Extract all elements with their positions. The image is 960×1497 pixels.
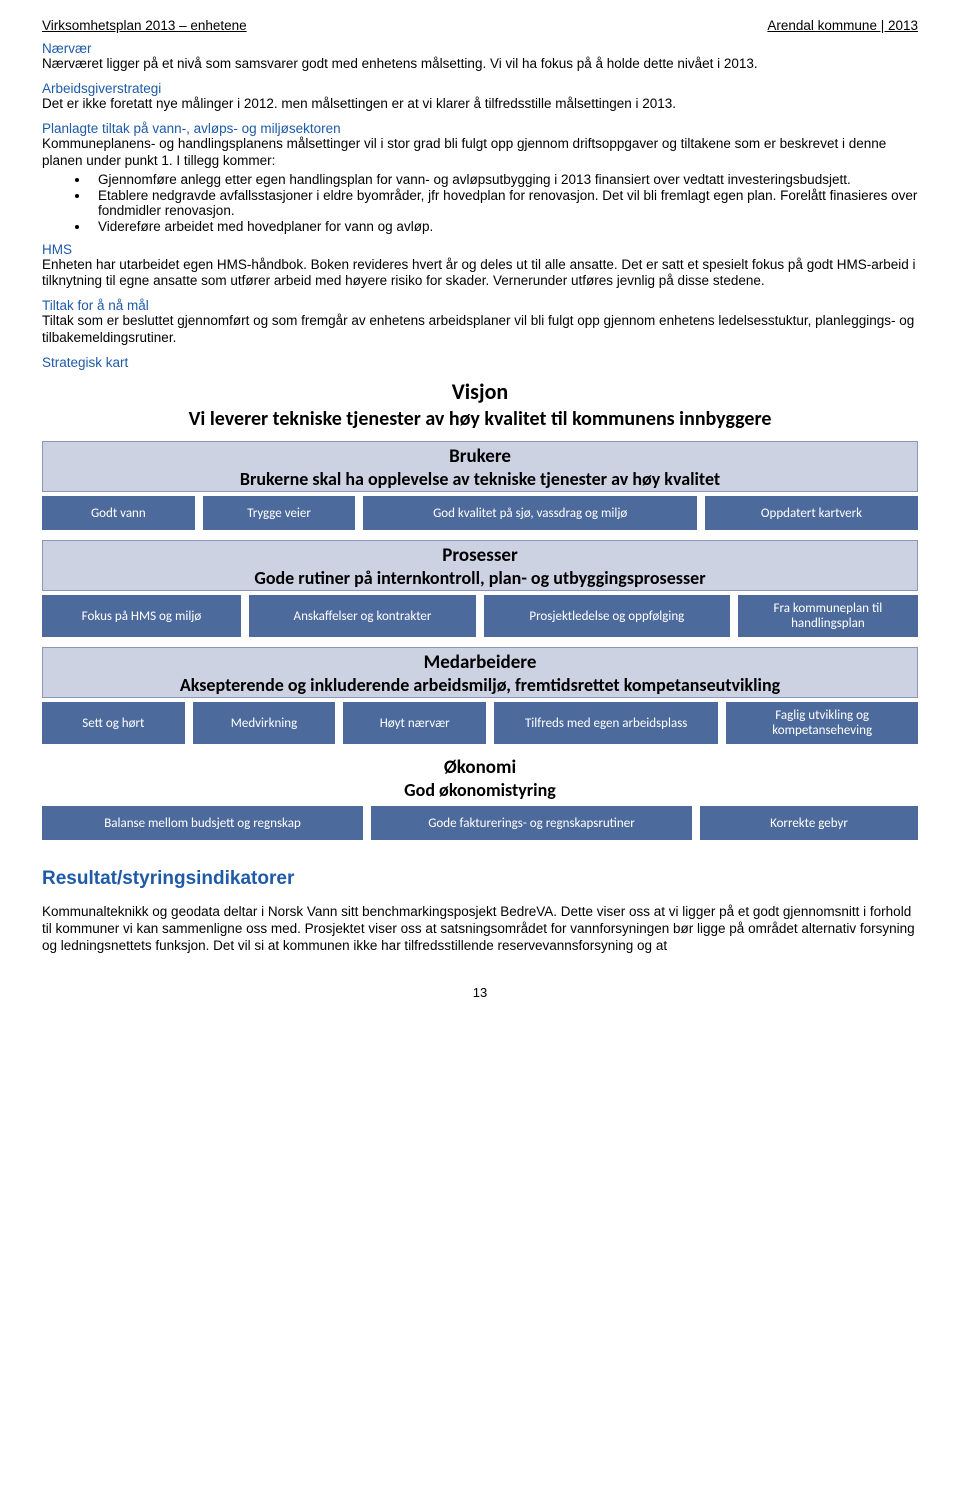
perspective-box: Tilfreds med egen arbeidsplass [494, 702, 718, 744]
perspective-box: Fokus på HMS og miljø [42, 595, 241, 637]
vision-title: Visjon [42, 378, 918, 405]
perspective-banner-sub: Brukerne skal ha opplevelse av tekniske … [43, 468, 917, 490]
perspective-box: Trygge veier [203, 496, 356, 530]
perspective-boxes: Godt vannTrygge veierGod kvalitet på sjø… [42, 492, 918, 540]
perspective-banner-title: Prosesser [43, 544, 917, 567]
section-title-planlagte: Planlagte tiltak på vann-, avløps- og mi… [42, 121, 918, 136]
perspective-banner: ØkonomiGod økonomistyring [42, 754, 918, 802]
section-title-arbeidsgiver: Arbeidsgiverstrategi [42, 81, 918, 96]
perspective-box: Anskaffelser og kontrakter [249, 595, 476, 637]
perspective-boxes: Fokus på HMS og miljøAnskaffelser og kon… [42, 591, 918, 647]
page-header: Virksomhetsplan 2013 – enhetene Arendal … [42, 18, 918, 33]
section-title-strategisk: Strategisk kart [42, 355, 918, 370]
page-number: 13 [42, 985, 918, 1000]
perspective-box: Godt vann [42, 496, 195, 530]
list-item: Videreføre arbeidet med hovedplaner for … [90, 219, 918, 234]
perspective-boxes: Balanse mellom budsjett og regnskapGode … [42, 802, 918, 850]
section-title-tiltak: Tiltak for å nå mål [42, 298, 918, 313]
perspective-box: Gode fakturerings- og regnskapsrutiner [371, 806, 692, 840]
perspective-box: Balanse mellom budsjett og regnskap [42, 806, 363, 840]
heading-resultat: Resultat/styringsindikatorer [42, 868, 918, 890]
perspective-banner-sub: God økonomistyring [42, 779, 918, 801]
header-right: Arendal kommune | 2013 [767, 18, 918, 33]
header-left: Virksomhetsplan 2013 – enhetene [42, 18, 247, 33]
section-title-naervaer: Nærvær [42, 41, 918, 56]
section-text-planlagte: Kommuneplanens- og handlingsplanens måls… [42, 136, 918, 170]
section-text-hms: Enheten har utarbeidet egen HMS-håndbok.… [42, 257, 918, 291]
perspective-box: Korrekte gebyr [700, 806, 918, 840]
section-text-tiltak: Tiltak som er besluttet gjennomført og s… [42, 313, 918, 347]
perspective-box: Høyt nærvær [343, 702, 486, 744]
strategisk-kart: Visjon Vi leverer tekniske tjenester av … [42, 378, 918, 850]
perspective-banner-title: Medarbeidere [43, 651, 917, 674]
perspective-banner-sub: Aksepterende og inkluderende arbeidsmilj… [43, 674, 917, 696]
perspective-banner-sub: Gode rutiner på internkontroll, plan- og… [43, 567, 917, 589]
vision-text: Vi leverer tekniske tjenester av høy kva… [42, 407, 918, 431]
perspective-boxes: Sett og hørtMedvirkningHøyt nærværTilfre… [42, 698, 918, 754]
bullet-list-planlagte: Gjennomføre anlegg etter egen handlingsp… [42, 172, 918, 234]
section-text-arbeidsgiver: Det er ikke foretatt nye målinger i 2012… [42, 96, 918, 113]
perspective-banner-title: Brukere [43, 445, 917, 468]
perspective-box: Fra kommuneplan til handlingsplan [738, 595, 918, 637]
section-title-hms: HMS [42, 242, 918, 257]
perspective-box: God kvalitet på sjø, vassdrag og miljø [363, 496, 697, 530]
section-text-naervaer: Nærværet ligger på et nivå som samsvarer… [42, 56, 918, 73]
list-item: Etablere nedgravde avfallsstasjoner i el… [90, 188, 918, 218]
list-item: Gjennomføre anlegg etter egen handlingsp… [90, 172, 918, 187]
perspective-box: Faglig utvikling og kompetanseheving [726, 702, 918, 744]
perspective-banner: BrukereBrukerne skal ha opplevelse av te… [42, 441, 918, 492]
perspective-box: Medvirkning [193, 702, 336, 744]
perspective-banner: MedarbeidereAksepterende og inkluderende… [42, 647, 918, 698]
perspective-box: Prosjektledelse og oppfølging [484, 595, 730, 637]
document-page: Virksomhetsplan 2013 – enhetene Arendal … [0, 0, 960, 1030]
perspective-banner-title: Økonomi [42, 756, 918, 779]
resultat-text: Kommunalteknikk og geodata deltar i Nors… [42, 904, 918, 955]
perspective-box: Sett og hørt [42, 702, 185, 744]
perspective-box: Oppdatert kartverk [705, 496, 918, 530]
perspective-banner: ProsesserGode rutiner på internkontroll,… [42, 540, 918, 591]
